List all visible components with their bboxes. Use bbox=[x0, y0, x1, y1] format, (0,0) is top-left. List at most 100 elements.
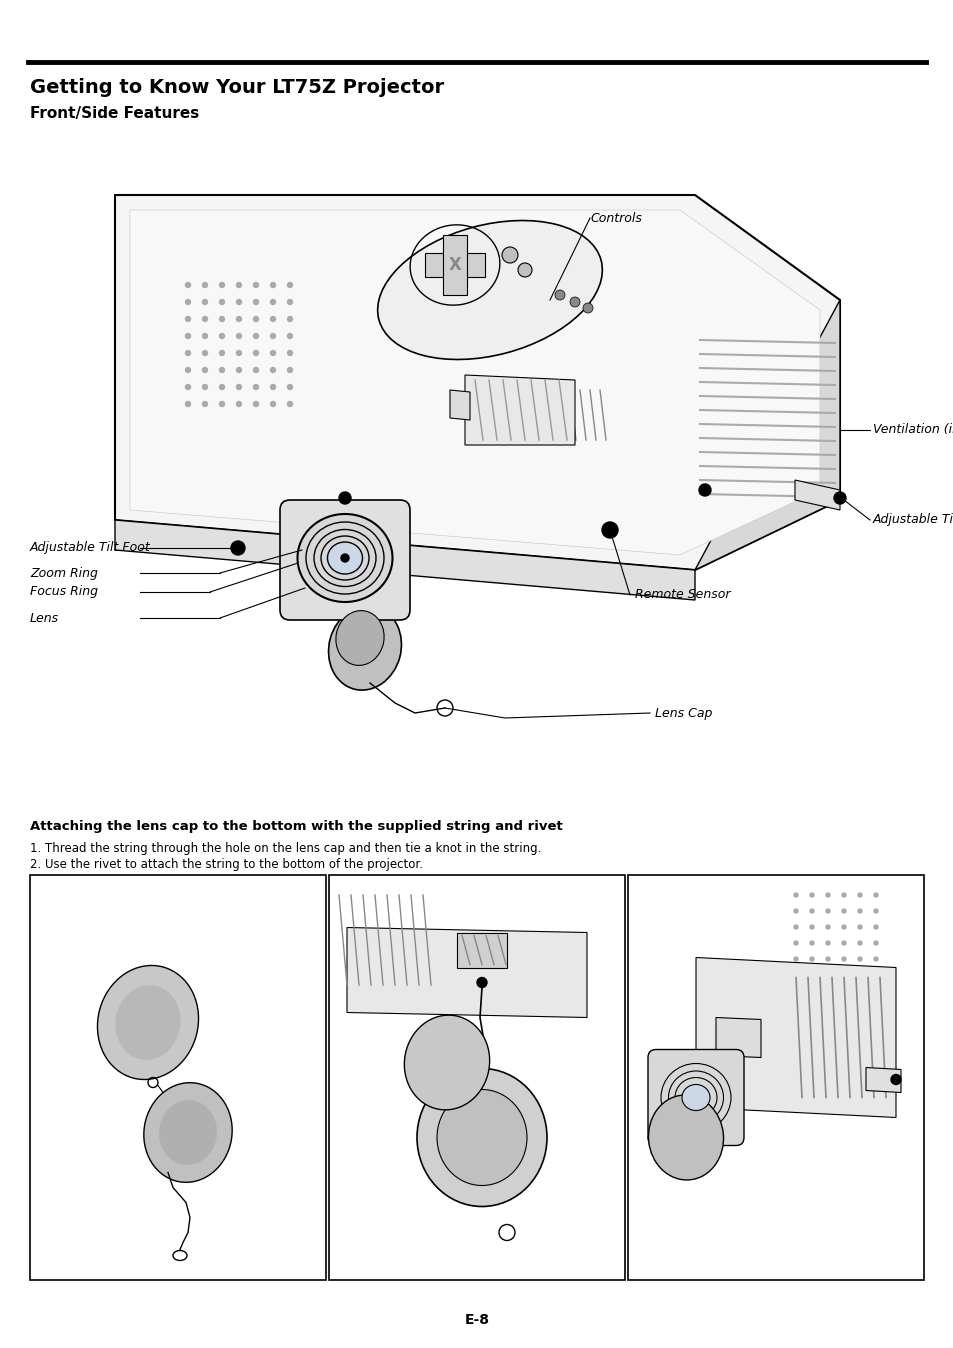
Circle shape bbox=[873, 941, 877, 945]
Text: E-8: E-8 bbox=[464, 1313, 489, 1326]
Circle shape bbox=[236, 402, 241, 407]
Circle shape bbox=[219, 299, 224, 305]
Ellipse shape bbox=[416, 1069, 546, 1206]
Circle shape bbox=[271, 402, 275, 407]
Circle shape bbox=[287, 384, 293, 390]
Circle shape bbox=[287, 299, 293, 305]
Circle shape bbox=[231, 541, 245, 555]
Circle shape bbox=[271, 333, 275, 338]
Polygon shape bbox=[115, 195, 840, 570]
Circle shape bbox=[185, 299, 191, 305]
Ellipse shape bbox=[97, 965, 198, 1080]
Polygon shape bbox=[695, 301, 840, 570]
Circle shape bbox=[271, 384, 275, 390]
Circle shape bbox=[202, 350, 208, 356]
Circle shape bbox=[253, 384, 258, 390]
Circle shape bbox=[287, 402, 293, 407]
Circle shape bbox=[219, 317, 224, 322]
Circle shape bbox=[202, 317, 208, 322]
Circle shape bbox=[236, 333, 241, 338]
Circle shape bbox=[185, 333, 191, 338]
Polygon shape bbox=[456, 933, 506, 968]
Circle shape bbox=[236, 350, 241, 356]
Polygon shape bbox=[347, 927, 586, 1018]
Circle shape bbox=[236, 384, 241, 390]
Circle shape bbox=[699, 484, 710, 496]
Circle shape bbox=[219, 402, 224, 407]
Circle shape bbox=[202, 402, 208, 407]
Text: Lens Cap: Lens Cap bbox=[655, 706, 712, 720]
Circle shape bbox=[253, 283, 258, 287]
Circle shape bbox=[890, 1074, 900, 1085]
Circle shape bbox=[809, 892, 813, 896]
Circle shape bbox=[271, 350, 275, 356]
Circle shape bbox=[825, 909, 829, 913]
Ellipse shape bbox=[327, 542, 362, 574]
Polygon shape bbox=[865, 1068, 900, 1092]
Circle shape bbox=[271, 368, 275, 372]
Circle shape bbox=[340, 554, 349, 562]
Text: Remote Sensor: Remote Sensor bbox=[635, 589, 730, 601]
Circle shape bbox=[873, 957, 877, 961]
Circle shape bbox=[793, 957, 797, 961]
Circle shape bbox=[219, 368, 224, 372]
Polygon shape bbox=[442, 235, 467, 295]
Polygon shape bbox=[450, 390, 470, 421]
Circle shape bbox=[253, 317, 258, 322]
Bar bbox=[329, 875, 624, 1281]
Circle shape bbox=[185, 283, 191, 287]
Circle shape bbox=[202, 333, 208, 338]
Circle shape bbox=[476, 977, 486, 988]
Text: Zoom Ring: Zoom Ring bbox=[30, 566, 98, 580]
Ellipse shape bbox=[159, 1100, 216, 1165]
Circle shape bbox=[555, 290, 564, 301]
Circle shape bbox=[793, 909, 797, 913]
Circle shape bbox=[202, 299, 208, 305]
Circle shape bbox=[582, 303, 593, 313]
Circle shape bbox=[202, 384, 208, 390]
Circle shape bbox=[517, 263, 532, 276]
Circle shape bbox=[601, 522, 618, 538]
Polygon shape bbox=[115, 520, 695, 600]
Text: Front/Side Features: Front/Side Features bbox=[30, 106, 199, 121]
Ellipse shape bbox=[436, 1089, 526, 1185]
Polygon shape bbox=[696, 957, 895, 1117]
Circle shape bbox=[338, 492, 351, 504]
Polygon shape bbox=[424, 253, 484, 276]
Circle shape bbox=[185, 317, 191, 322]
Circle shape bbox=[873, 925, 877, 929]
Circle shape bbox=[236, 368, 241, 372]
Circle shape bbox=[253, 350, 258, 356]
Text: Ventilation (inlet): Ventilation (inlet) bbox=[872, 423, 953, 437]
Circle shape bbox=[271, 283, 275, 287]
Circle shape bbox=[219, 350, 224, 356]
Circle shape bbox=[219, 283, 224, 287]
Text: X: X bbox=[448, 256, 461, 274]
Circle shape bbox=[236, 317, 241, 322]
Polygon shape bbox=[794, 480, 840, 510]
Polygon shape bbox=[716, 1018, 760, 1057]
Circle shape bbox=[857, 957, 862, 961]
Circle shape bbox=[873, 909, 877, 913]
Ellipse shape bbox=[377, 221, 601, 360]
Circle shape bbox=[809, 941, 813, 945]
Circle shape bbox=[825, 892, 829, 896]
Circle shape bbox=[271, 299, 275, 305]
Ellipse shape bbox=[404, 1015, 489, 1109]
Circle shape bbox=[825, 925, 829, 929]
Circle shape bbox=[236, 283, 241, 287]
Circle shape bbox=[569, 297, 579, 307]
Text: Adjustable Tilt Foot: Adjustable Tilt Foot bbox=[30, 542, 151, 554]
Circle shape bbox=[833, 492, 845, 504]
Circle shape bbox=[841, 941, 845, 945]
Ellipse shape bbox=[297, 514, 392, 603]
Circle shape bbox=[857, 892, 862, 896]
Circle shape bbox=[825, 941, 829, 945]
Ellipse shape bbox=[115, 985, 180, 1060]
Circle shape bbox=[271, 317, 275, 322]
Circle shape bbox=[841, 892, 845, 896]
Circle shape bbox=[825, 957, 829, 961]
Ellipse shape bbox=[328, 605, 401, 690]
Circle shape bbox=[219, 384, 224, 390]
Text: Lens: Lens bbox=[30, 612, 59, 624]
